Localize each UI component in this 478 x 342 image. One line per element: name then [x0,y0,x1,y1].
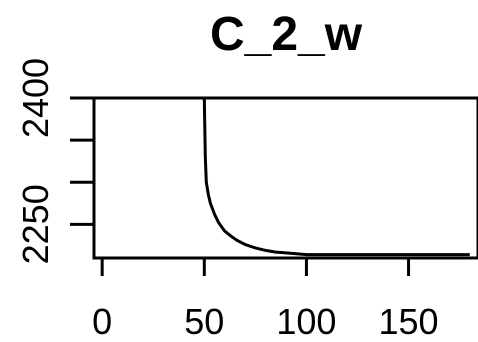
x-tick-label: 100 [276,301,336,342]
series-line [102,96,470,257]
x-tick-label: 0 [92,301,112,342]
x-axis: 0 50 100 150 [92,258,439,342]
plot-frame [92,96,478,260]
chart-title: C_2_w [210,8,363,61]
x-tick-label: 50 [184,301,224,342]
y-tick-label: 2250 [15,184,56,264]
series-group [102,96,470,257]
y-axis: 2250 2400 [15,58,94,264]
x-tick-label: 150 [379,301,439,342]
y-tick-label: 2400 [15,58,56,138]
